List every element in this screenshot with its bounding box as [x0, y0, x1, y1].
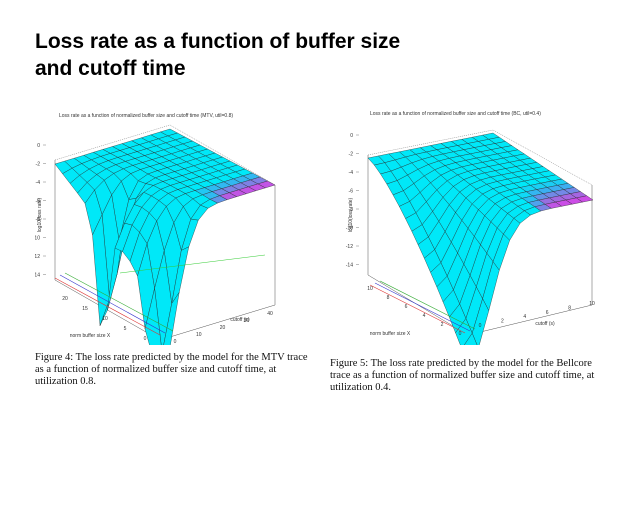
y-tick-label: 8	[568, 305, 571, 311]
y-tick-label: 2	[501, 319, 504, 325]
z-tick-label: -2	[36, 162, 41, 168]
y-tick-label: 4	[523, 314, 526, 320]
surface-patch	[163, 292, 180, 345]
surface-mesh	[367, 132, 594, 345]
y-tick-label: 20	[220, 325, 226, 331]
figure-5-plot: Loss rate as a function of normalized bu…	[330, 105, 610, 345]
surface-patch	[464, 332, 478, 345]
z-tick-label: -2	[349, 152, 354, 158]
z-tick-label: -6	[349, 189, 354, 195]
x-tick-label: 4	[423, 313, 426, 319]
slide-title-line-1: Loss rate as a function of buffer size	[35, 30, 401, 53]
floor-contour-line	[374, 282, 471, 332]
x-tick-label: 0	[144, 336, 147, 342]
figure-4-plot: Loss rate as a function of normalized bu…	[35, 105, 310, 345]
figure-4-surface-plot: Loss rate as a function of normalized bu…	[35, 113, 276, 345]
x-tick-label: 15	[82, 306, 88, 312]
x-tick-label: 0	[459, 331, 462, 337]
x-tick-label: 10	[367, 286, 373, 292]
z-tick-label: -12	[35, 254, 40, 260]
x-axis-label: norm buffer size X	[70, 333, 111, 339]
slide-title: Loss rate as a function of buffer size a…	[35, 28, 535, 82]
x-tick-label: 20	[62, 296, 68, 302]
floor-contour-line	[119, 254, 266, 274]
slide-title-line-2: and cutoff time	[35, 57, 186, 80]
figure-5-plot-title: Loss rate as a function of normalized bu…	[370, 111, 541, 117]
y-tick-label: 6	[546, 310, 549, 316]
z-tick-label: 0	[37, 143, 40, 149]
z-tick-label: -14	[346, 263, 353, 269]
figure-5-caption: Figure 5: The loss rate predicted by the…	[330, 358, 595, 393]
x-tick-label: 6	[405, 304, 408, 310]
surface-mesh	[54, 128, 276, 345]
z-tick-label: -4	[349, 170, 354, 176]
figure-4-caption: Figure 4: The loss rate predicted by the…	[35, 352, 308, 387]
figure-5-surface-plot: Loss rate as a function of normalized bu…	[346, 111, 595, 345]
x-tick-label: 8	[387, 295, 390, 301]
y-tick-label: 0	[479, 323, 482, 329]
z-tick-label: 0	[350, 133, 353, 139]
z-tick-label: -6	[36, 199, 41, 205]
box-back-edges	[54, 124, 276, 186]
y-axis-label: cutoff (s)	[230, 317, 250, 323]
floor-contour-line	[59, 274, 166, 334]
z-tick-label: -14	[35, 273, 40, 279]
floor-contour-line	[369, 284, 466, 334]
x-axis-label: norm buffer size X	[370, 331, 411, 337]
x-tick-label: 5	[124, 326, 127, 332]
y-tick-label: 40	[267, 311, 273, 317]
floor-contour-line	[379, 280, 476, 330]
floor-contour-line	[54, 277, 161, 336]
y-tick-label: 10	[196, 332, 202, 338]
x-tick-label: 10	[102, 316, 108, 322]
surface-patch	[144, 288, 162, 345]
z-tick-label: -10	[35, 236, 40, 242]
z-tick-label: -12	[346, 244, 353, 250]
y-axis-label: cutoff (s)	[535, 321, 555, 327]
z-tick-label: -8	[349, 207, 354, 213]
z-axis-label: log10(loss rate)	[37, 197, 43, 232]
y-tick-label: 30	[243, 318, 249, 324]
figure-4-plot-title: Loss rate as a function of normalized bu…	[59, 113, 233, 119]
floor-contour-line	[64, 272, 174, 332]
box-back-edges	[367, 129, 593, 186]
y-tick-label: 10	[589, 301, 595, 307]
z-tick-label: -10	[346, 226, 353, 232]
y-tick-label: 0	[174, 339, 177, 345]
z-tick-label: -4	[36, 180, 41, 186]
x-tick-label: 2	[441, 322, 444, 328]
z-tick-label: -8	[36, 217, 41, 223]
z-axis-label: log10(loss rate)	[348, 197, 354, 232]
